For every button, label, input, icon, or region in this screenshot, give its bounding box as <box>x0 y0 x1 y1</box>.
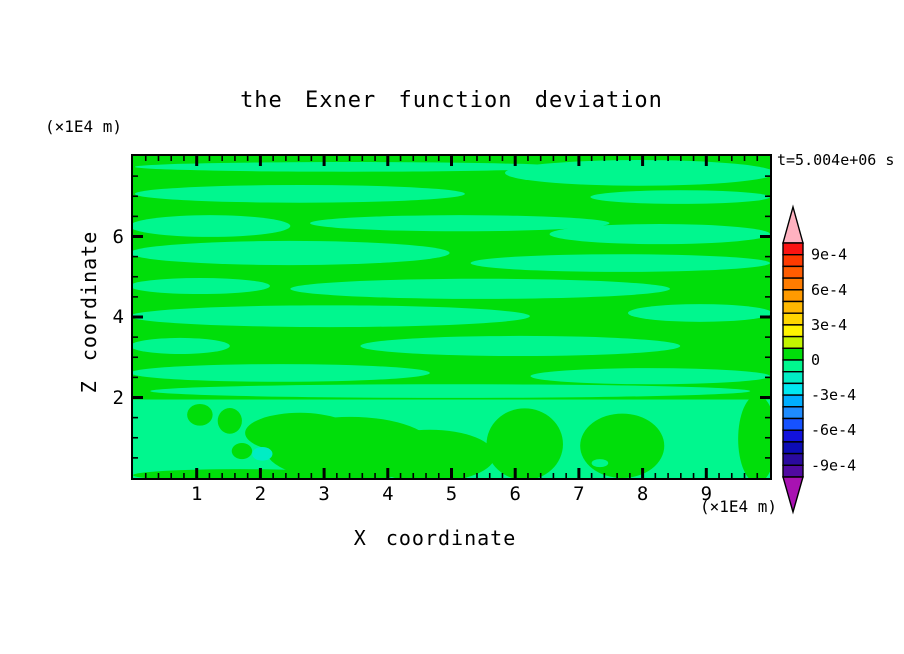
contour-region-neg1 <box>133 277 270 295</box>
colorbar-cell <box>782 394 804 408</box>
contour-region-neg1 <box>133 337 230 355</box>
contour-region-neg1 <box>470 254 770 272</box>
colorbar-cell <box>782 242 804 256</box>
colorbar-cell <box>782 324 804 338</box>
contour-region-pos1 <box>231 442 253 460</box>
y-axis-unit-label: (×1E4 m) <box>45 117 123 136</box>
colorbar-scale: 9e-4 6e-4 3e-4 0 -3e-4 -6e-4 -9e-4 <box>782 204 856 515</box>
contour-region-neg1 <box>133 240 450 266</box>
colorbar-cell <box>782 406 804 420</box>
contour-region-pos1 <box>486 408 563 478</box>
y-tick-label: 4 <box>112 306 124 328</box>
colorbar-cell <box>782 265 804 279</box>
colorbar-cell <box>782 312 804 326</box>
colorbar-cap-top <box>782 204 804 244</box>
colorbar-tick-label: 3e-4 <box>811 316 847 334</box>
colorbar-cell <box>782 277 804 291</box>
contour-region-neg1 <box>133 215 291 237</box>
colorbar-tick-label: 6e-4 <box>811 281 847 299</box>
chart-title: the Exner function deviation <box>240 88 663 113</box>
contour-region-neg1 <box>150 384 751 398</box>
contour-region-neg1 <box>310 215 610 232</box>
contour-region-neg1 <box>590 190 770 204</box>
contour-region-neg1 <box>549 224 770 245</box>
colorbar-cell <box>782 254 804 268</box>
x-tick-label: 1 <box>190 483 203 505</box>
colorbar-tick-label: -3e-4 <box>811 386 856 404</box>
colorbar-cell <box>782 417 804 431</box>
time-annotation: t=5.004e+06 s <box>777 151 895 169</box>
contour-region-pos1 <box>738 395 770 478</box>
contour-region-neg1 <box>505 160 770 186</box>
colorbar-cell <box>782 382 804 396</box>
x-tick-label: 9 <box>700 483 713 505</box>
colorbar-cell <box>782 464 804 478</box>
x-tick-label: 5 <box>445 483 458 505</box>
x-tick-label: 6 <box>509 483 521 505</box>
contour-region-neg2 <box>252 447 273 461</box>
contour-region-neg1 <box>290 278 670 299</box>
contour-region-neg1 <box>134 184 465 203</box>
contour-region-pos1 <box>133 469 347 478</box>
x-axis-unit-label: (×1E4 m) <box>699 497 777 516</box>
contour-region-neg1 <box>530 368 770 385</box>
colorbar-cap-bottom <box>782 476 804 515</box>
colorbar-cell <box>782 300 804 314</box>
x-tick-label: 8 <box>636 483 649 505</box>
x-axis-title: X coordinate <box>353 526 517 550</box>
colorbar-tick-label: -6e-4 <box>811 421 856 439</box>
contour-plot-area <box>131 154 772 480</box>
contour-region-neg1 <box>133 305 530 328</box>
y-tick-label: 2 <box>112 386 124 409</box>
x-tick-label: 4 <box>382 483 394 505</box>
colorbar-tick-label: 0 <box>811 351 820 369</box>
contour-region-neg1 <box>133 364 430 382</box>
contour-region-pos1 <box>217 407 242 434</box>
colorbar-cell <box>782 347 804 361</box>
colorbar-cell <box>782 429 804 443</box>
colorbar-cell <box>782 359 804 373</box>
contour-region-neg1 <box>627 304 770 322</box>
x-tick-label: 3 <box>318 483 330 505</box>
contour-region-neg1 <box>360 335 681 357</box>
contour-region-pos1 <box>364 429 495 478</box>
colorbar-cell <box>782 289 804 303</box>
colorbar-cell <box>782 335 804 350</box>
colorbar-cell <box>782 441 804 455</box>
contour-plot <box>133 156 770 478</box>
y-axis-title: Z coordinate <box>77 230 101 394</box>
colorbar-tick-label: 9e-4 <box>811 246 847 264</box>
contour-region-neg1 <box>134 162 566 172</box>
contour-region-pos1 <box>187 403 213 426</box>
x-tick-label: 7 <box>573 483 585 505</box>
contour-region-pos1 <box>580 413 665 478</box>
colorbar: 9e-4 6e-4 3e-4 0 -3e-4 -6e-4 -9e-4 <box>777 203 904 515</box>
colorbar-cell <box>782 370 804 385</box>
x-tick-label: 2 <box>254 483 267 505</box>
contour-region-neg1 <box>591 459 609 468</box>
colorbar-tick-label: -9e-4 <box>811 456 856 474</box>
y-tick-label: 6 <box>112 225 124 248</box>
colorbar-cell <box>782 452 804 467</box>
